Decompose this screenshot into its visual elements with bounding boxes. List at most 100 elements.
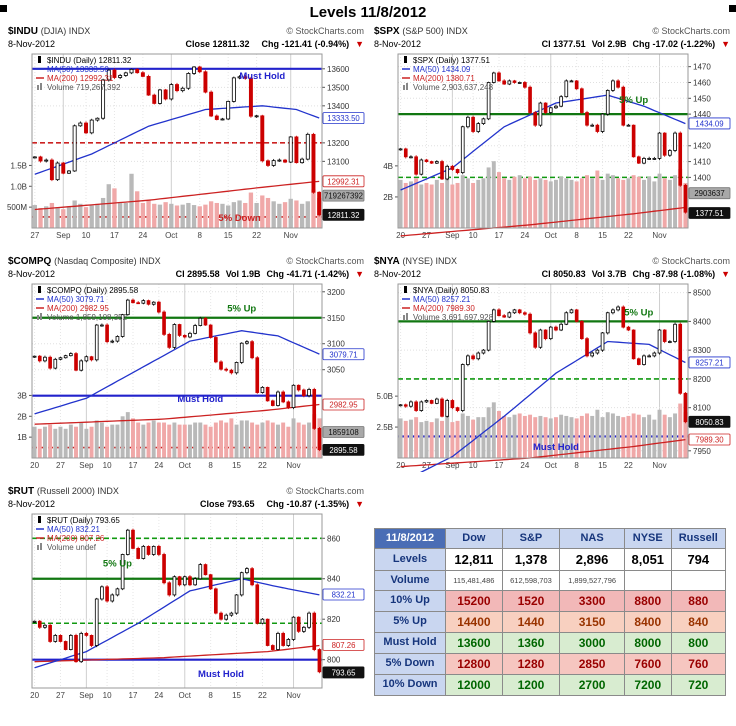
svg-text:$NYA (Daily) 8050.83: $NYA (Daily) 8050.83 xyxy=(413,286,490,295)
svg-text:24: 24 xyxy=(154,691,163,700)
table-cell: 12,811 xyxy=(445,547,503,571)
svg-text:Must Hold: Must Hold xyxy=(533,442,579,453)
svg-text:8: 8 xyxy=(574,231,579,240)
svg-text:860: 860 xyxy=(327,534,341,543)
svg-text:27: 27 xyxy=(30,231,39,240)
svg-text:807.26: 807.26 xyxy=(332,641,356,650)
page-title: Levels 11/8/2012 xyxy=(309,4,427,21)
candlestick-chart-compq[interactable]: 20 27 Sep 10 17 24 Oct 8 15 22 Nov 3200 3150 3100 3050… xyxy=(6,282,366,472)
stockcharts-credit: © StockCharts.com xyxy=(286,486,364,496)
svg-text:2B: 2B xyxy=(17,412,27,421)
candlestick-chart-rut[interactable]: 20 27 Sep 10 17 24 Oct 8 15 22 Nov 860 840 820 800 $RUT… xyxy=(6,512,366,702)
levels-table: 11/8/2012 Dow S&P NAS NYSE Russell Levels 12,81… xyxy=(374,528,727,696)
svg-text:1460: 1460 xyxy=(693,78,711,87)
selection-handle-left[interactable] xyxy=(0,5,7,12)
chart-close-value: Cl 1377.51 xyxy=(541,39,586,49)
chart-volume-value: Vol 1.9B xyxy=(225,269,261,279)
table-cell: 840 xyxy=(670,610,727,633)
svg-text:Nov: Nov xyxy=(652,231,666,240)
table-header-cell: Dow xyxy=(445,528,503,549)
svg-text:27: 27 xyxy=(56,691,65,700)
svg-text:793.65: 793.65 xyxy=(332,668,357,677)
svg-text:20: 20 xyxy=(30,691,39,700)
svg-text:Oct: Oct xyxy=(545,461,558,470)
svg-text:17: 17 xyxy=(129,461,138,470)
table-row-label: Volume xyxy=(374,570,446,591)
down-arrow-icon: ▼ xyxy=(721,39,730,49)
svg-text:Volume 2,903,637,248: Volume 2,903,637,248 xyxy=(413,83,494,92)
candlestick-chart-spx[interactable]: 20 27 Sep 10 17 24 Oct 8 15 22 Nov 1470 1460 1450 1440… xyxy=(372,52,732,242)
svg-text:Sep: Sep xyxy=(79,691,94,700)
svg-text:3079.71: 3079.71 xyxy=(329,350,357,359)
chart-header: © StockCharts.com $COMPQ (Nasdaq Composi… xyxy=(8,256,364,269)
svg-text:22: 22 xyxy=(624,461,633,470)
table-cell: 760 xyxy=(670,652,727,675)
table-cell: 1280 xyxy=(501,652,561,675)
table-cell: 115,481,486 xyxy=(445,570,503,591)
table-cell: 12800 xyxy=(445,652,503,675)
svg-text:8: 8 xyxy=(198,231,203,240)
svg-text:$RUT (Daily) 793.65: $RUT (Daily) 793.65 xyxy=(47,516,120,525)
svg-text:832.21: 832.21 xyxy=(332,591,356,600)
svg-text:Nov: Nov xyxy=(284,231,298,240)
table-cell: 612,598,703 xyxy=(501,570,561,591)
table-row-label: Must Hold xyxy=(374,631,446,654)
candlestick-chart-nya[interactable]: 20 27 Sep 10 17 24 Oct 8 15 22 Nov 8500 8400 8300 8200… xyxy=(372,282,732,483)
svg-text:27: 27 xyxy=(56,461,65,470)
table-header-cell: NYSE xyxy=(623,528,672,549)
chart-info-row: 8-Nov-2012 Close 12811.32 Chg -121.41 (-0… xyxy=(8,39,364,51)
table-cell xyxy=(623,570,672,591)
svg-text:1450: 1450 xyxy=(693,94,711,103)
selection-handle-right[interactable] xyxy=(729,5,736,12)
svg-text:MA(50) 8257.21: MA(50) 8257.21 xyxy=(413,295,471,304)
svg-text:8500: 8500 xyxy=(693,289,711,298)
svg-text:7989.30: 7989.30 xyxy=(695,436,724,445)
chart-panel-compq: © StockCharts.com $COMPQ (Nasdaq Composi… xyxy=(6,256,366,484)
svg-text:Volume undef: Volume undef xyxy=(47,543,97,552)
svg-text:13333.50: 13333.50 xyxy=(327,114,360,123)
chart-index-name: (Nasdaq Composite) INDX xyxy=(54,256,161,266)
svg-text:1470: 1470 xyxy=(693,63,711,72)
chart-symbol: $NYA xyxy=(374,256,400,267)
table-cell: 2700 xyxy=(559,673,625,696)
svg-text:1B: 1B xyxy=(17,433,27,442)
table-cell: 720 xyxy=(670,673,727,696)
table-cell: 1520 xyxy=(501,589,561,612)
svg-text:5% Up: 5% Up xyxy=(624,308,653,319)
chart-header: © StockCharts.com $RUT (Russell 2000) IN… xyxy=(8,486,364,499)
candlestick-chart-indu[interactable]: 27 Sep 10 17 24 Oct 8 15 22 Nov 13600 13500 13400 132… xyxy=(6,52,366,242)
table-cell: 880 xyxy=(670,589,727,612)
svg-text:8100: 8100 xyxy=(693,404,711,413)
svg-text:8: 8 xyxy=(574,461,579,470)
svg-text:27: 27 xyxy=(422,231,431,240)
svg-text:5.0B: 5.0B xyxy=(377,392,393,401)
chart-change-value: Chg -17.02 (-1.22%) xyxy=(632,39,716,49)
svg-text:10: 10 xyxy=(469,231,478,240)
table-row-label: 10% Down xyxy=(374,673,446,696)
svg-text:8257.21: 8257.21 xyxy=(695,358,723,367)
svg-text:Nov: Nov xyxy=(286,461,300,470)
svg-text:MA(50) 1434.09: MA(50) 1434.09 xyxy=(413,65,471,74)
svg-text:Must Hold: Must Hold xyxy=(239,71,285,82)
svg-text:1440: 1440 xyxy=(693,110,711,119)
chart-close-value: Cl 8050.83 xyxy=(541,269,586,279)
svg-text:Sep: Sep xyxy=(445,461,460,470)
svg-text:15: 15 xyxy=(598,231,607,240)
svg-text:17: 17 xyxy=(129,691,138,700)
table-header-cell: NAS xyxy=(559,528,625,549)
svg-text:13500: 13500 xyxy=(327,83,350,92)
chart-close-value: Cl 2895.58 xyxy=(175,269,220,279)
table-corner-cell: 11/8/2012 xyxy=(374,528,446,549)
svg-text:22: 22 xyxy=(258,461,267,470)
svg-text:5% Up: 5% Up xyxy=(227,304,256,315)
table-cell: 1,378 xyxy=(501,547,561,571)
svg-text:13200: 13200 xyxy=(327,139,350,148)
svg-text:2903637: 2903637 xyxy=(694,189,724,198)
chart-date: 8-Nov-2012 xyxy=(8,39,56,49)
svg-text:8300: 8300 xyxy=(693,346,711,355)
chart-info-row: 8-Nov-2012 Close 793.65 Chg -10.87 (-1.35… xyxy=(8,499,364,511)
svg-text:Sep: Sep xyxy=(79,461,94,470)
svg-text:2.5B: 2.5B xyxy=(377,423,393,432)
svg-text:3100: 3100 xyxy=(327,340,345,349)
table-cell: 8800 xyxy=(623,589,672,612)
